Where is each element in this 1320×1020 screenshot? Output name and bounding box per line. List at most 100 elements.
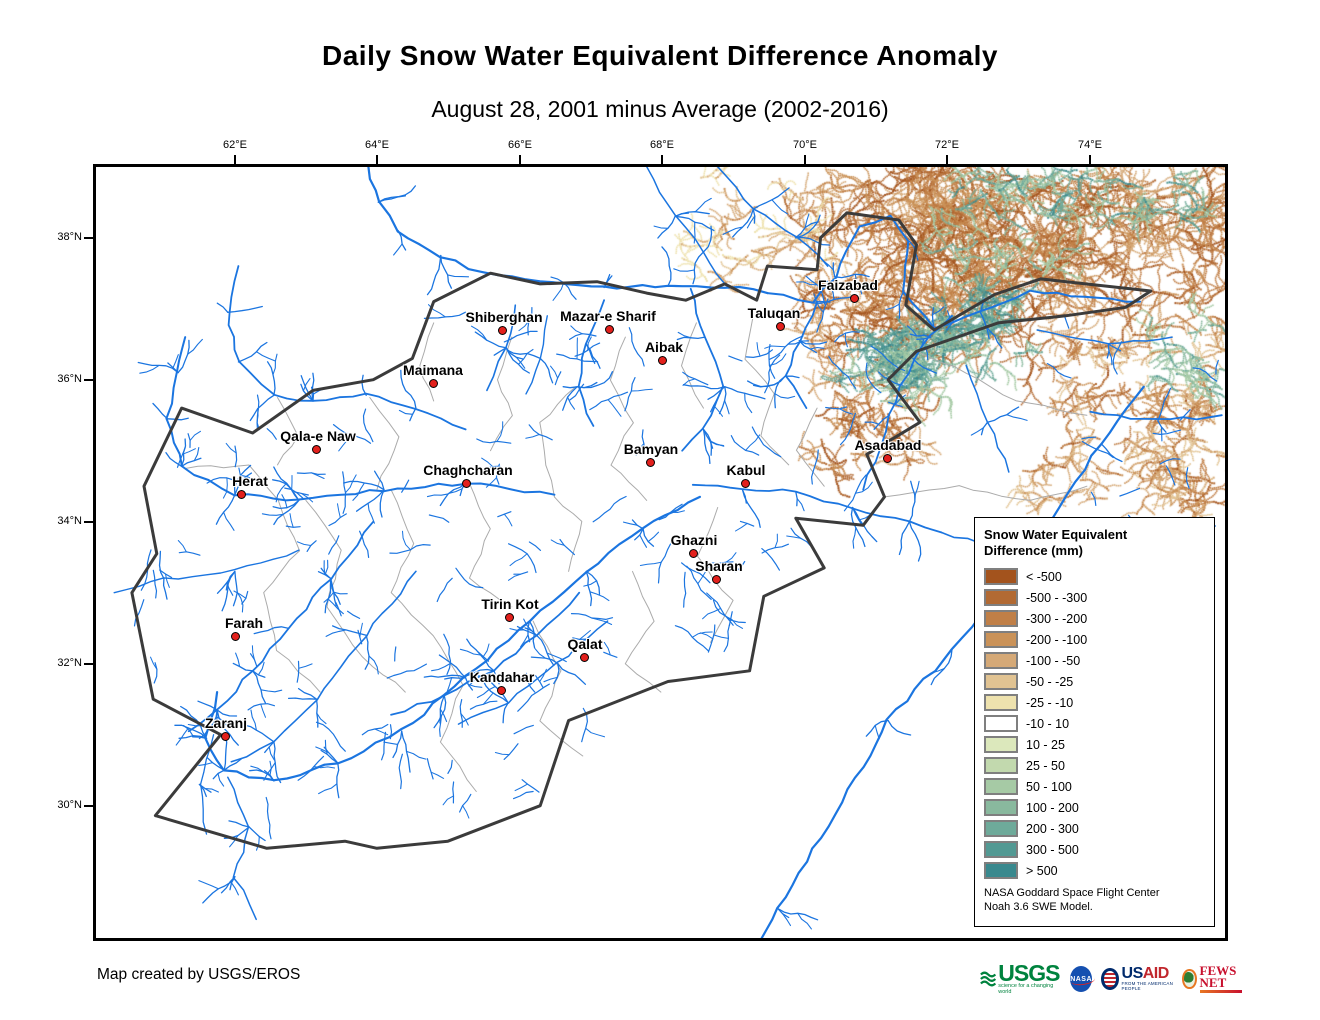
admin-line bbox=[744, 315, 790, 466]
stream bbox=[310, 472, 325, 480]
legend-row: 200 - 300 bbox=[984, 818, 1214, 839]
stream bbox=[172, 354, 179, 369]
stream bbox=[397, 229, 407, 251]
stream bbox=[503, 330, 538, 343]
stream bbox=[251, 670, 267, 704]
stream bbox=[567, 396, 576, 410]
stream bbox=[970, 427, 984, 436]
stream bbox=[745, 434, 761, 451]
stream bbox=[496, 421, 504, 442]
stream bbox=[647, 531, 660, 543]
stream bbox=[509, 553, 528, 567]
stream bbox=[887, 719, 912, 736]
stream bbox=[187, 338, 203, 355]
legend-swatch bbox=[984, 673, 1018, 690]
stream bbox=[804, 213, 810, 229]
stream bbox=[834, 273, 870, 279]
stream bbox=[1192, 367, 1218, 382]
stream bbox=[442, 795, 455, 806]
stream bbox=[364, 634, 370, 670]
stream bbox=[373, 470, 385, 491]
lat-tick bbox=[84, 663, 93, 665]
city-marker bbox=[646, 458, 655, 467]
river bbox=[691, 483, 943, 534]
stream bbox=[885, 303, 900, 311]
stream bbox=[446, 677, 453, 692]
stream bbox=[728, 611, 733, 626]
stream bbox=[908, 480, 916, 523]
stream bbox=[240, 474, 262, 482]
lon-tick bbox=[804, 155, 806, 164]
river bbox=[227, 265, 467, 431]
stream bbox=[250, 709, 257, 731]
stream bbox=[828, 355, 857, 389]
stream bbox=[223, 757, 243, 771]
stream bbox=[1046, 363, 1072, 379]
stream bbox=[1006, 414, 1028, 421]
city-label: Farah bbox=[224, 615, 264, 631]
legend-swatch bbox=[984, 757, 1018, 774]
stream bbox=[431, 662, 452, 672]
admin-line bbox=[553, 496, 583, 572]
stream bbox=[518, 320, 530, 332]
stream bbox=[176, 447, 186, 468]
stream bbox=[752, 187, 790, 210]
stream bbox=[302, 378, 311, 392]
stream bbox=[854, 481, 873, 494]
legend-swatch bbox=[984, 799, 1018, 816]
stream bbox=[426, 493, 449, 498]
lon-tick-label: 66°E bbox=[508, 139, 532, 151]
stream bbox=[493, 347, 507, 356]
stream bbox=[513, 790, 534, 800]
lat-tick-label: 34°N bbox=[57, 515, 82, 527]
stream bbox=[149, 656, 158, 670]
stream bbox=[362, 408, 374, 443]
city-label: Chaghcharan bbox=[423, 462, 513, 478]
stream bbox=[300, 383, 314, 402]
admin-line bbox=[681, 322, 704, 409]
stream bbox=[549, 365, 559, 379]
stream bbox=[452, 781, 455, 804]
stream bbox=[728, 355, 743, 362]
stream bbox=[383, 741, 399, 745]
stream bbox=[702, 428, 711, 465]
city-marker bbox=[776, 322, 785, 331]
legend-row-label: 100 - 200 bbox=[1026, 800, 1079, 815]
lat-tick bbox=[84, 237, 93, 239]
stream bbox=[503, 743, 519, 760]
stream bbox=[275, 483, 287, 503]
stream bbox=[315, 721, 346, 752]
stream bbox=[657, 215, 676, 239]
stream bbox=[559, 538, 575, 556]
stream bbox=[459, 648, 482, 656]
stream bbox=[180, 457, 202, 467]
stream bbox=[398, 409, 414, 415]
stream bbox=[525, 433, 540, 439]
stream bbox=[507, 573, 522, 581]
legend: Snow Water Equivalent Difference (mm) < … bbox=[974, 517, 1215, 927]
stream bbox=[225, 442, 237, 454]
city-marker bbox=[689, 549, 698, 558]
stream bbox=[381, 731, 387, 761]
stream bbox=[1107, 343, 1122, 352]
stream bbox=[347, 610, 361, 619]
stream bbox=[191, 736, 208, 739]
lon-tick bbox=[376, 155, 378, 164]
admin-boundaries bbox=[184, 315, 1088, 792]
stream bbox=[587, 336, 592, 351]
stream bbox=[426, 254, 442, 296]
stream bbox=[158, 550, 165, 580]
stream bbox=[670, 510, 685, 514]
stream bbox=[389, 724, 393, 740]
legend-swatch bbox=[984, 778, 1018, 795]
admin-line bbox=[609, 336, 648, 501]
stream bbox=[232, 570, 238, 607]
stream bbox=[798, 340, 817, 354]
stream bbox=[1179, 409, 1191, 421]
river bbox=[646, 167, 726, 285]
stream bbox=[744, 392, 753, 414]
admin-line bbox=[184, 464, 321, 693]
city-marker bbox=[498, 326, 507, 335]
city-marker bbox=[505, 613, 514, 622]
stream bbox=[359, 622, 363, 638]
